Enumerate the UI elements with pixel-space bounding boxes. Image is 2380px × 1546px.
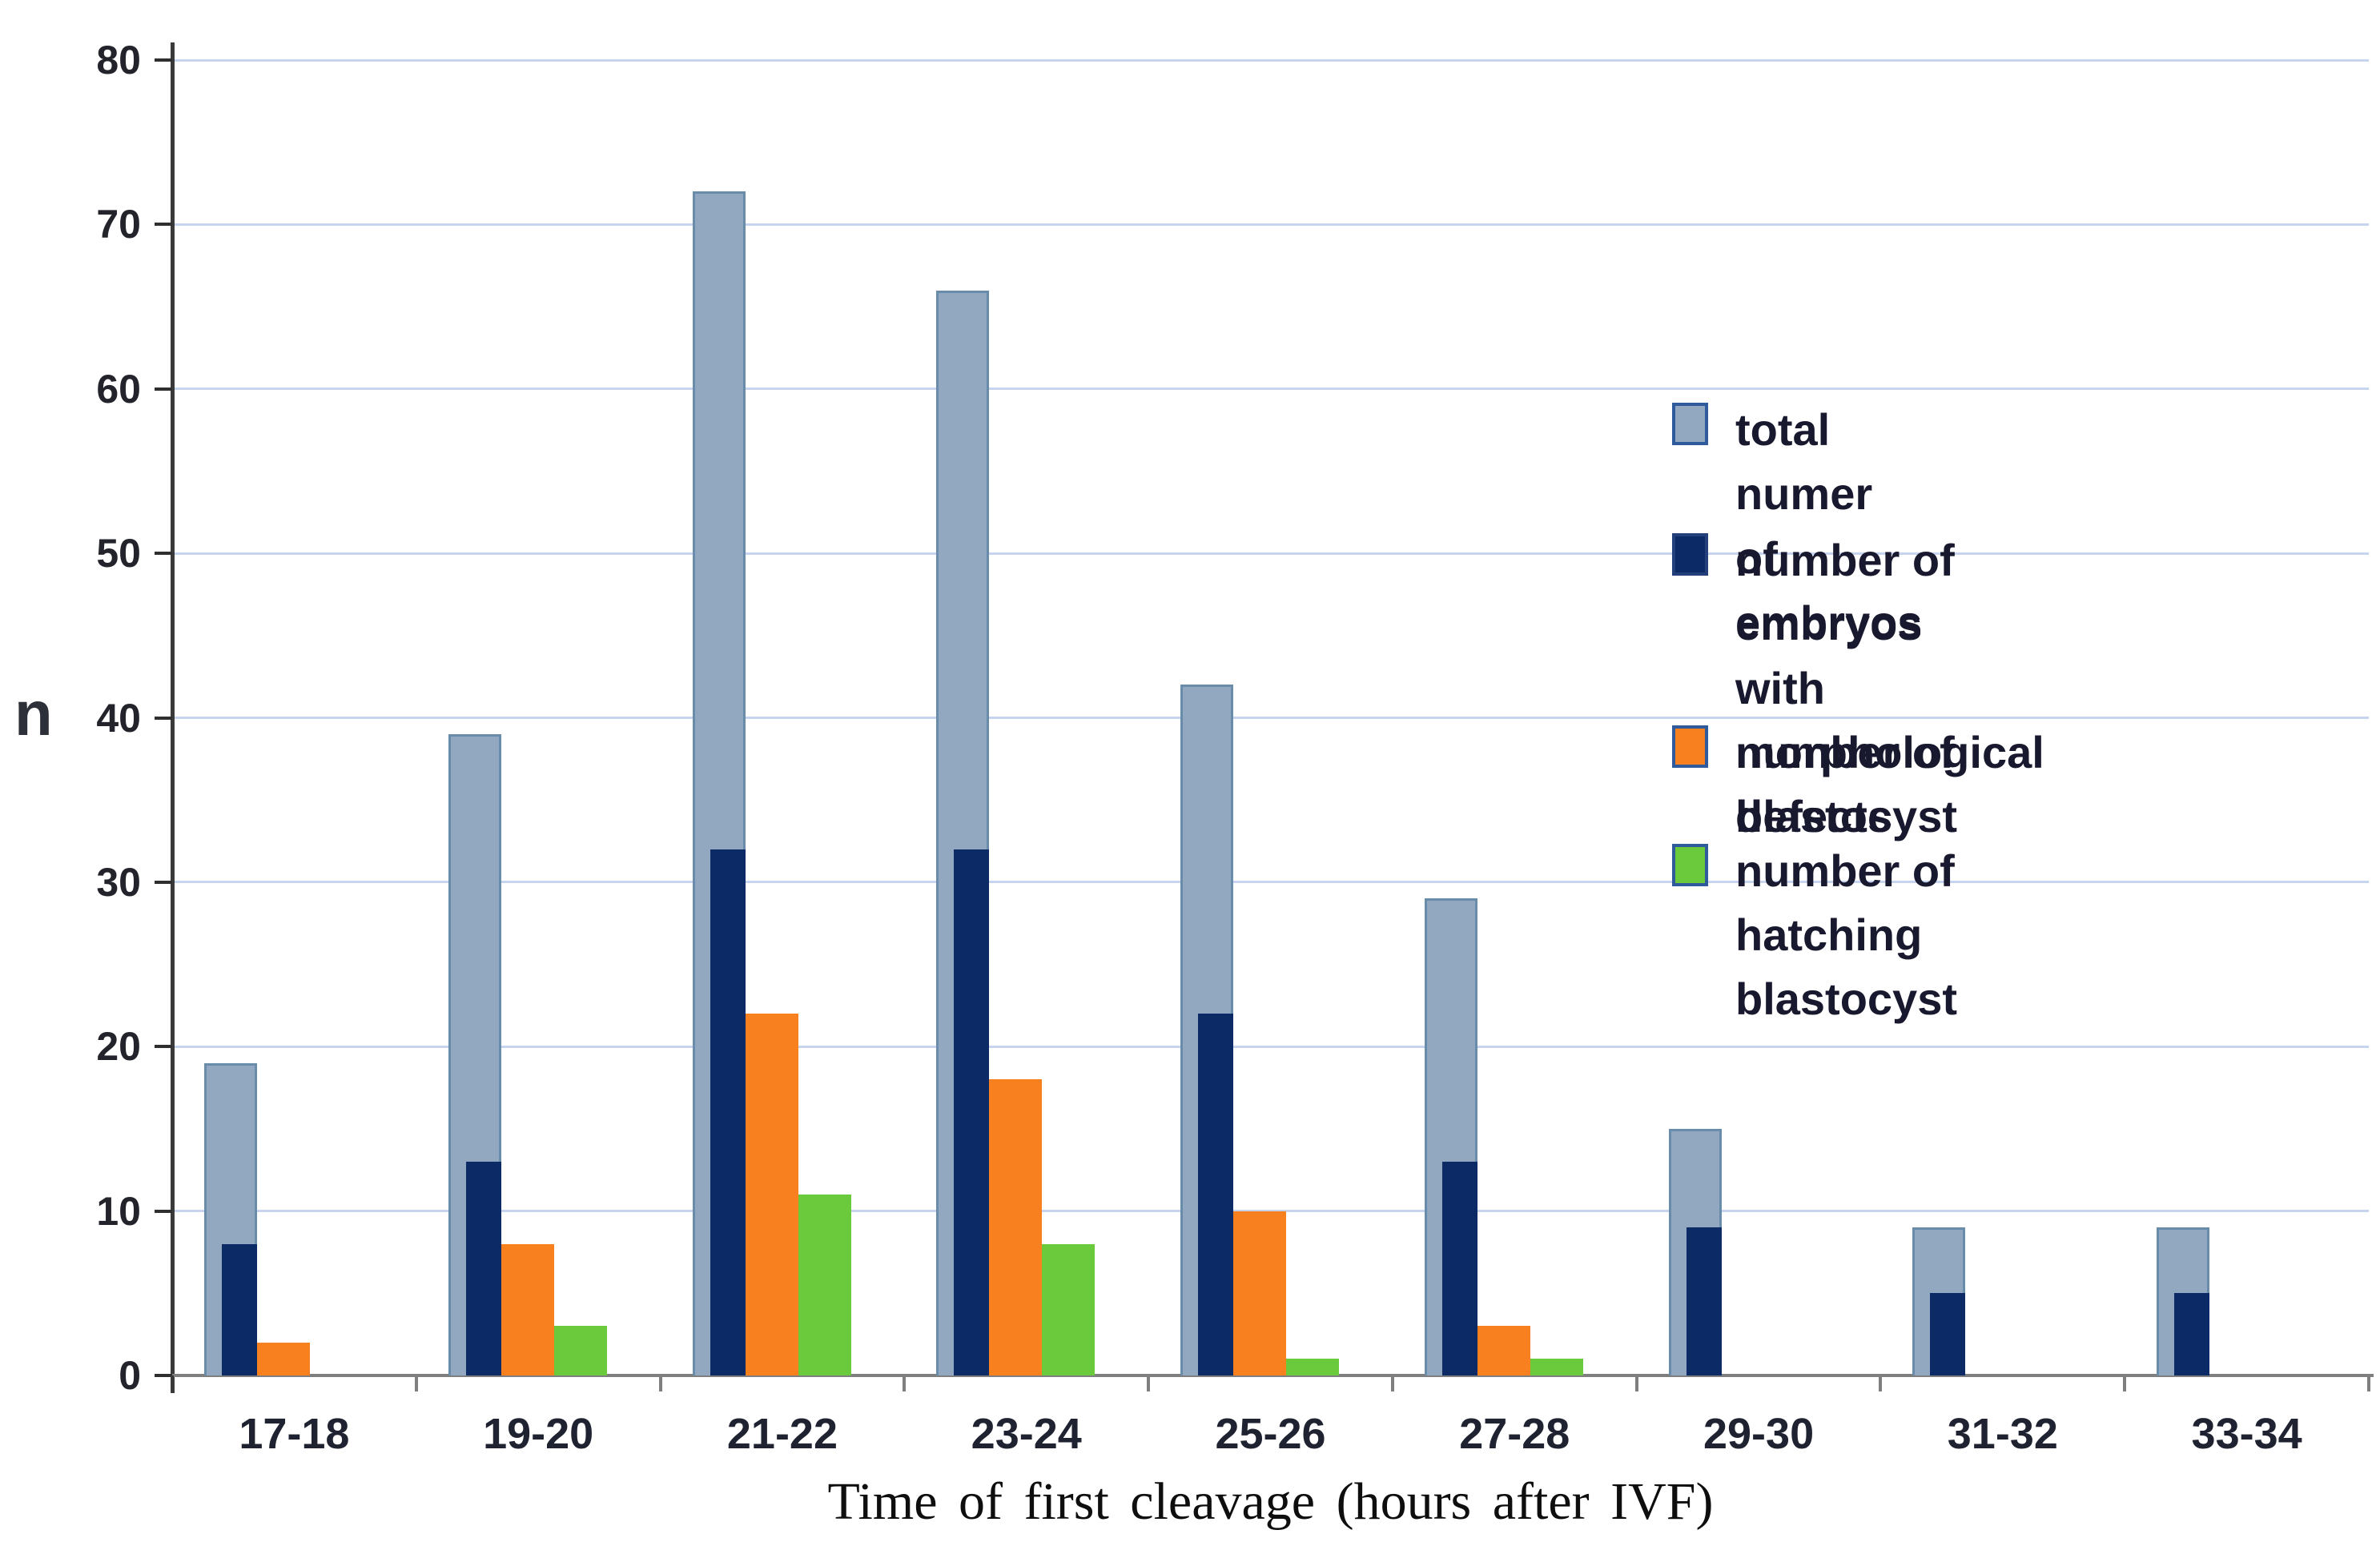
legend-label-defects: number of embryos with morphological def… [1735, 535, 2044, 842]
x-tick-label: 27-28 [1459, 1410, 1570, 1458]
legend-label-blastocyst: number of blastocyst [1735, 727, 1957, 842]
gridline [172, 1045, 2369, 1048]
bar-hatching-23-24 [1042, 1243, 1096, 1375]
y-axis-tick [155, 1209, 172, 1213]
y-axis-tick [155, 223, 172, 227]
x-axis-tick [1634, 1375, 1638, 1391]
y-tick-label: 60 [96, 366, 141, 412]
legend-item-total: total numer of embryos [1672, 403, 1922, 654]
y-tick-label: 40 [96, 695, 141, 741]
y-axis-tick [155, 880, 172, 884]
bar-defects-29-30 [1686, 1227, 1722, 1375]
y-axis-tick [155, 387, 172, 391]
y-axis-tick [155, 552, 172, 556]
bar-defects-31-32 [1930, 1293, 1966, 1375]
y-axis-title: n [14, 678, 53, 749]
x-tick-label: 21-22 [726, 1410, 838, 1458]
bar-defects-17-18 [222, 1243, 257, 1375]
x-axis-tick [2123, 1375, 2127, 1391]
legend-swatch-blastocyst [1672, 725, 1708, 768]
x-axis-tick [658, 1375, 662, 1391]
bar-blastocyst-27-28 [1477, 1326, 1530, 1375]
bar-defects-19-20 [465, 1162, 501, 1375]
x-tick-label: 33-34 [2191, 1410, 2302, 1458]
bar-blastocyst-25-26 [1233, 1211, 1287, 1375]
x-axis-title: Time of first cleavage (hours after IVF) [827, 1472, 1714, 1531]
bar-hatching-21-22 [798, 1195, 851, 1375]
legend-swatch-total [1672, 403, 1708, 445]
y-tick-label: 80 [96, 38, 141, 82]
y-tick-label: 20 [96, 1024, 141, 1070]
bar-defects-25-26 [1198, 1014, 1234, 1375]
x-axis-tick [1147, 1375, 1151, 1391]
bar-defects-33-34 [2174, 1293, 2210, 1375]
bar-blastocyst-17-18 [257, 1342, 310, 1375]
x-tick-label: 19-20 [483, 1410, 594, 1458]
x-tick-label: 17-18 [239, 1410, 350, 1458]
bar-blastocyst-19-20 [501, 1243, 554, 1375]
bar-defects-23-24 [954, 849, 990, 1375]
legend-item-hatching: number of hatching blastocyst [1672, 844, 1957, 1031]
x-tick-label: 31-32 [1947, 1410, 2058, 1458]
legend-item-blastocyst: number of blastocyst [1672, 725, 1957, 849]
gridline [172, 552, 2369, 555]
x-axis-tick [414, 1375, 418, 1391]
gridline [172, 881, 2369, 884]
legend-item-defects: number of embryos with morphological def… [1672, 533, 2044, 849]
y-axis-line [171, 42, 175, 1393]
legend-label-total: total numer of embryos [1735, 404, 1923, 648]
bar-hatching-19-20 [553, 1326, 607, 1375]
x-axis-line [172, 1374, 2374, 1377]
legend-swatch-hatching [1672, 844, 1708, 886]
y-tick-label: 0 [119, 1353, 141, 1398]
y-axis-tick [155, 1374, 172, 1377]
gridline [172, 58, 2369, 62]
y-tick-label: 50 [96, 531, 141, 576]
y-axis-tick [155, 58, 172, 62]
y-axis-tick [155, 716, 172, 720]
x-axis-tick [903, 1375, 907, 1391]
x-tick-label: 23-24 [971, 1410, 1082, 1458]
bar-blastocyst-23-24 [989, 1079, 1043, 1375]
y-tick-label: 70 [96, 202, 141, 247]
x-axis-tick [1390, 1375, 1394, 1391]
y-tick-label: 30 [96, 859, 141, 905]
x-axis-tick [2367, 1375, 2370, 1391]
bar-defects-21-22 [710, 849, 746, 1375]
bar-hatching-27-28 [1530, 1359, 1583, 1375]
bar-defects-27-28 [1441, 1162, 1477, 1375]
legend-swatch-defects [1672, 533, 1708, 576]
x-axis-tick [1879, 1375, 1883, 1391]
y-axis-tick [155, 1045, 172, 1049]
x-tick-label: 25-26 [1215, 1410, 1326, 1458]
bar-hatching-25-26 [1286, 1359, 1340, 1375]
gridline [172, 223, 2369, 226]
bar-blastocyst-21-22 [745, 1014, 798, 1375]
y-tick-label: 10 [96, 1188, 141, 1234]
x-axis-tick [171, 1375, 174, 1391]
legend-label-hatching: number of hatching blastocyst [1735, 845, 1957, 1025]
gridline [172, 717, 2369, 719]
x-tick-label: 29-30 [1703, 1410, 1815, 1458]
gridline [172, 388, 2369, 391]
